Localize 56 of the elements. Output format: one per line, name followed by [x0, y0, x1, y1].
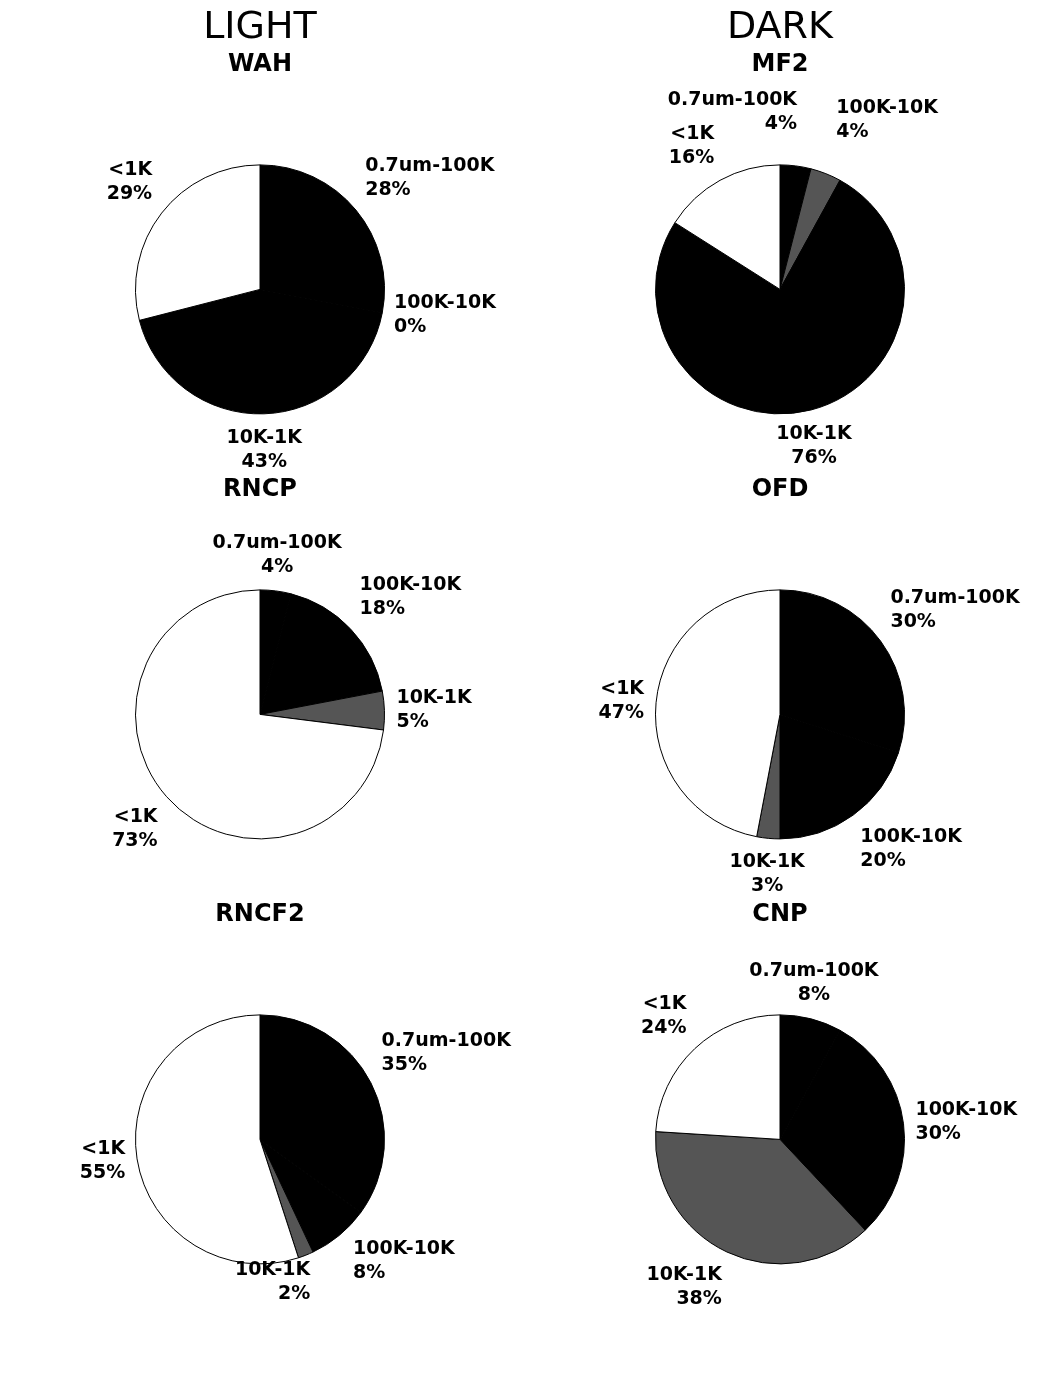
slice-label: <1K	[113, 803, 159, 826]
text: LIGHT	[202, 2, 318, 49]
slice-label: <1K	[81, 1135, 127, 1158]
data-label: 3%	[751, 873, 784, 896]
slice-label: 100K-10K	[353, 1235, 457, 1258]
chart-title: WAH	[227, 48, 293, 77]
chart-title: RNCF2	[215, 898, 305, 927]
data-label: 30%	[915, 1121, 961, 1144]
slice-label: 100K-10K	[860, 823, 964, 846]
text: DARK	[726, 2, 835, 49]
slice-label: 0.7um-100K	[212, 529, 343, 552]
data-label: 16%	[668, 144, 715, 167]
chart-title: OFD	[751, 473, 809, 502]
slice-label: 100K-10K	[359, 571, 463, 594]
slice-label: 0.7um-100K	[381, 1028, 513, 1051]
data-label: 47%	[598, 700, 645, 723]
slice-label: 0.7um-100K	[667, 86, 799, 109]
slice-label: 10K-1K	[729, 849, 807, 872]
data-label: 4%	[260, 553, 294, 576]
chart-title: RNCP	[223, 473, 297, 502]
slice-label: 10K-1K	[396, 685, 474, 708]
data-label: 24%	[641, 1014, 687, 1037]
data-label: 20%	[860, 847, 906, 870]
slice-label: 10K-1K	[234, 1257, 312, 1280]
data-label: 28%	[365, 177, 411, 200]
slice-label: <1K	[642, 990, 688, 1013]
slice-label: 0.7um-100K	[890, 585, 1021, 608]
chart-title: CNP	[752, 898, 808, 927]
slice-label: 0.7um-100K	[365, 153, 496, 176]
data-label: 4%	[836, 119, 869, 142]
data-label: 2%	[277, 1281, 311, 1304]
slice-label: 100K-10K	[836, 95, 940, 118]
category-label: 100K-10K	[394, 289, 496, 312]
slice-label: 10K-1K	[776, 420, 853, 443]
data-label: 38%	[676, 1285, 722, 1308]
data-label: 8%	[353, 1259, 386, 1282]
data-label: 73%	[112, 827, 158, 850]
slice-label: 0.7um-100K	[749, 958, 880, 981]
data-label: 4%	[764, 110, 798, 133]
slice-label: <1K	[108, 156, 154, 179]
data-label: 76%	[791, 444, 837, 467]
chart-title: MF2	[751, 48, 809, 77]
data-label: 5%	[396, 709, 429, 732]
text: 0%	[394, 313, 427, 336]
data-label: 8%	[797, 982, 831, 1005]
data-label: 35%	[381, 1052, 428, 1075]
data-label: 43%	[241, 448, 288, 471]
slice-label: 100K-10K	[915, 1097, 1019, 1120]
data-label: 18%	[359, 595, 405, 618]
slice-label: 10K-1K	[646, 1261, 724, 1284]
slice-label: <1K	[600, 676, 646, 699]
data-label: 30%	[890, 609, 936, 632]
data-label: 55%	[79, 1159, 126, 1182]
slice-label: 10K-1K	[226, 424, 304, 447]
data-label: 29%	[106, 180, 153, 203]
slice-label: <1K	[670, 120, 716, 143]
